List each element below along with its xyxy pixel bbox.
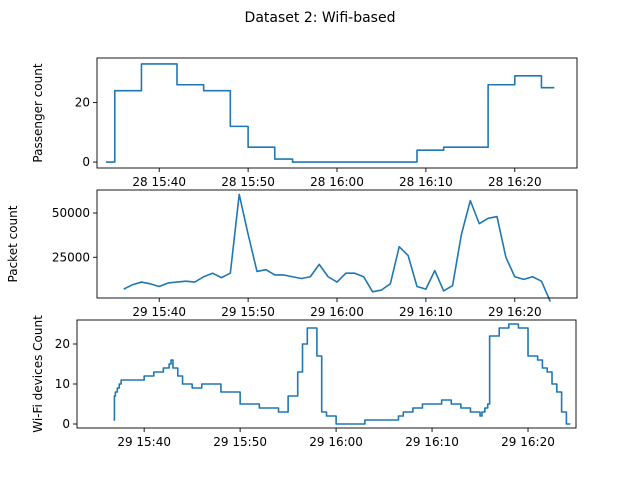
y-tick-label: 20	[55, 337, 70, 351]
x-tick-label: 29 16:10	[399, 305, 453, 319]
axes-frame	[96, 57, 578, 169]
series-line-1-1	[105, 63, 555, 163]
x-tick-label: 29 15:50	[213, 435, 267, 449]
x-tick-label: 29 16:10	[405, 435, 459, 449]
chart-panel-1: 28 15:40 28 15:50 28 16:00 28 16:10 28 16:20…	[31, 57, 578, 189]
x-tick-label: 29 16:20	[488, 305, 542, 319]
y-tick-label: 0	[62, 417, 70, 431]
figure-title: Dataset 2: Wifi-based	[245, 10, 396, 26]
y-axis-label: Packet count	[6, 205, 20, 282]
x-tick-label: 29 16:20	[501, 435, 555, 449]
series-line-3-1	[113, 323, 571, 425]
x-tick-label: 28 16:00	[310, 175, 364, 189]
x-tick-label: 28 16:10	[399, 175, 453, 189]
x-tick-label: 29 15:50	[221, 305, 275, 319]
chart-panel-2: 29 15:40 29 15:50 29 16:00 29 16:10 29 16:20…	[6, 189, 578, 319]
x-tick-label: 28 15:40	[132, 175, 186, 189]
y-axis-label: Passenger count	[31, 63, 45, 162]
y-tick-label: 0	[82, 155, 90, 169]
x-tick-label: 28 16:20	[488, 175, 542, 189]
axes-frame	[76, 319, 577, 429]
y-axis-label: Wi-Fi devices Count	[31, 315, 45, 433]
y-tick-label: 25000	[52, 250, 90, 264]
x-tick-label: 29 15:40	[132, 305, 186, 319]
y-tick-label: 10	[55, 377, 70, 391]
x-tick-label: 29 16:00	[309, 435, 363, 449]
series-line-2-1	[123, 193, 552, 302]
y-tick-label: 50000	[52, 206, 90, 220]
x-tick-label: 28 15:50	[221, 175, 275, 189]
x-tick-label: 29 15:40	[117, 435, 171, 449]
x-tick-label: 29 16:00	[310, 305, 364, 319]
chart-panel-3: 29 15:40 29 15:50 29 16:00 29 16:10 29 16:20…	[31, 315, 577, 449]
y-tick-label: 20	[75, 96, 90, 110]
